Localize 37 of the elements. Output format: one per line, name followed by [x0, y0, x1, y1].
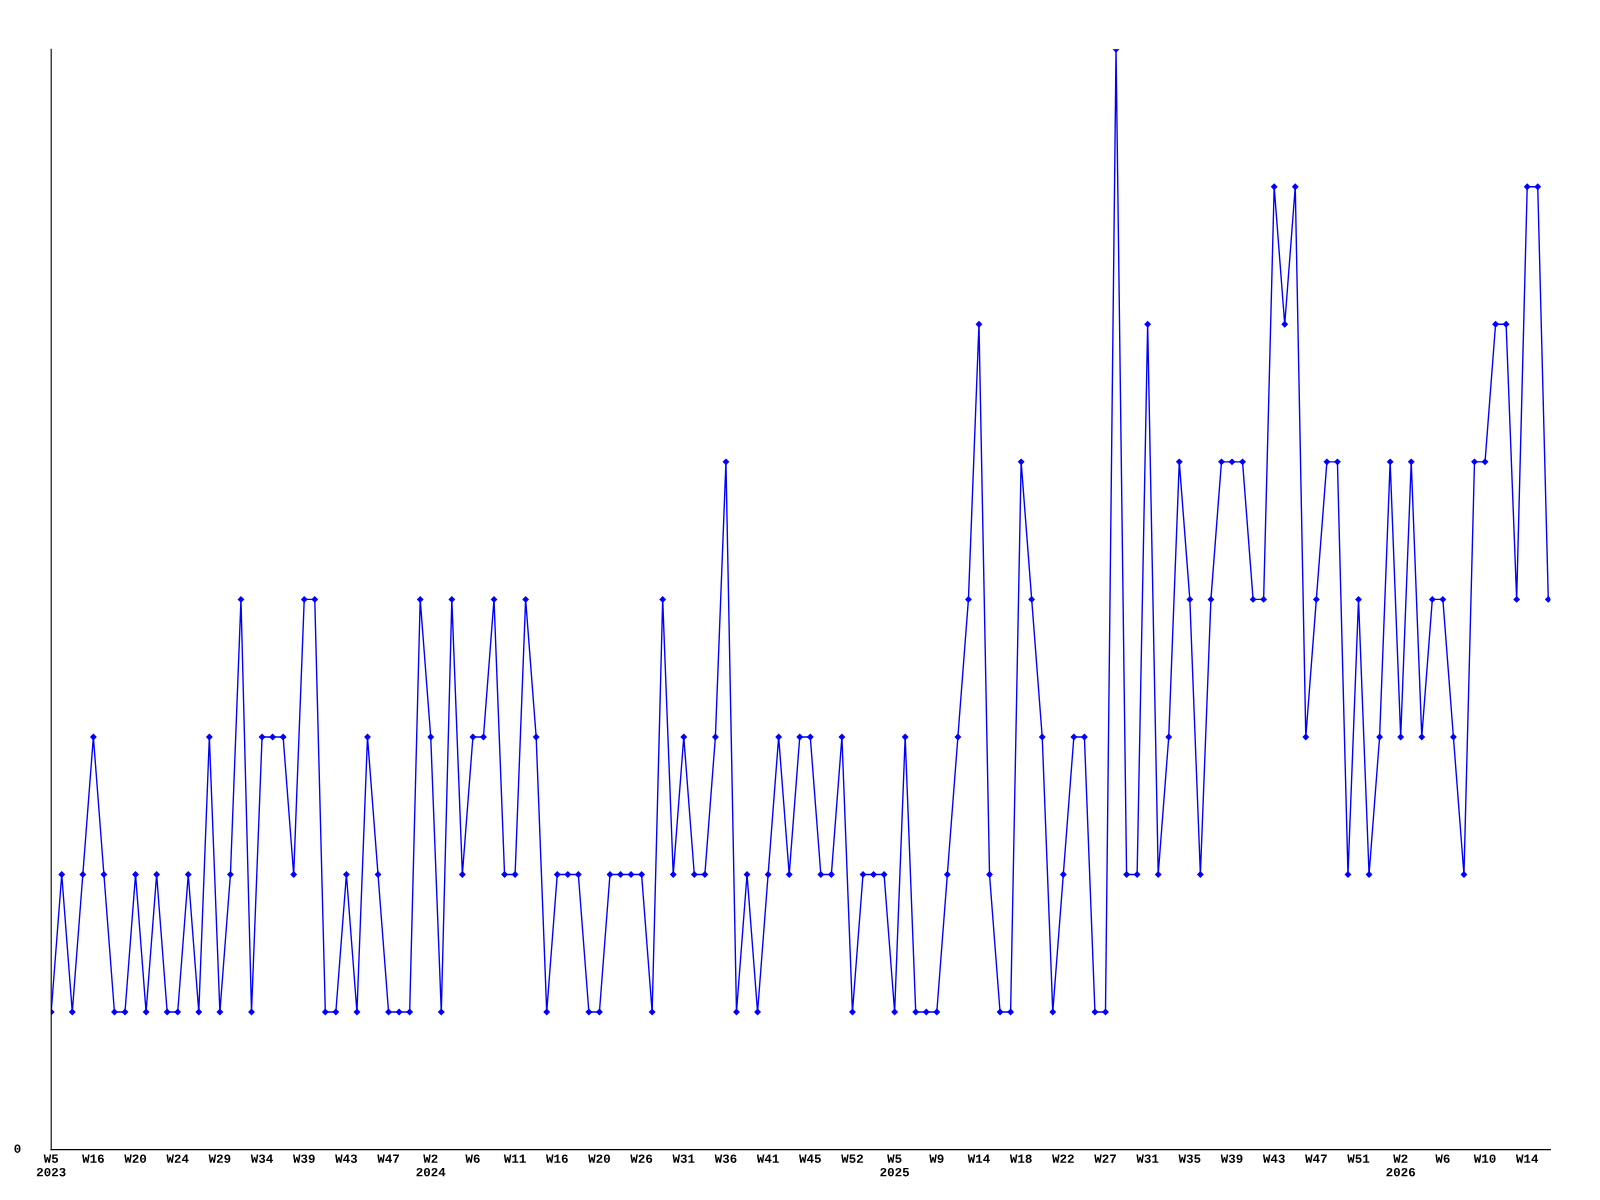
x-tick-label: W43 — [335, 1154, 358, 1163]
x-tick-label: W20 — [588, 1154, 610, 1163]
x-tick-label: W6 — [465, 1154, 480, 1163]
x-tick-label: W51 — [1347, 1154, 1370, 1163]
x-tick-label: W20 — [124, 1154, 147, 1163]
x-tick-label: W26 — [630, 1154, 653, 1163]
x-tick-label: W14 — [967, 1154, 990, 1163]
x-tick-label: W2 2024 — [416, 1154, 446, 1177]
x-tick-label: W31 — [672, 1154, 695, 1163]
x-tick-label: W27 — [1094, 1154, 1116, 1163]
x-tick-label: W18 — [1009, 1154, 1032, 1163]
x-tick-label: W10 — [1473, 1154, 1496, 1163]
x-tick-label: W35 — [1178, 1154, 1201, 1163]
x-tick-label: W2 2026 — [1386, 1154, 1415, 1177]
x-tick-label: W47 — [1305, 1154, 1327, 1163]
x-tick-label: W9 — [929, 1154, 944, 1163]
x-tick-label: W43 — [1262, 1154, 1285, 1163]
x-tick-label: W24 — [166, 1154, 189, 1163]
x-tick-label: W11 — [503, 1154, 526, 1163]
x-tick-label: W22 — [1052, 1154, 1074, 1163]
x-tick-label: W5 2025 — [880, 1154, 909, 1177]
x-tick-label: W39 — [1220, 1154, 1243, 1163]
x-tick-label: W16 — [82, 1154, 104, 1163]
x-tick-label: W41 — [756, 1154, 779, 1163]
x-tick-label: W47 — [377, 1154, 399, 1163]
x-tick-label: W52 — [841, 1154, 863, 1163]
x-tick-label: W39 — [292, 1154, 315, 1163]
x-tick-label: W31 — [1136, 1154, 1159, 1163]
x-tick-label: W5 2023 — [36, 1154, 66, 1177]
x-tick-label: W34 — [250, 1154, 273, 1163]
x-tick-label: W36 — [714, 1154, 737, 1163]
x-tick-label: W14 — [1515, 1154, 1539, 1163]
text: 0 — [14, 1144, 21, 1153]
x-tick-label: W29 — [208, 1154, 231, 1163]
x-tick-label: W45 — [799, 1154, 821, 1163]
x-tick-label: W16 — [546, 1154, 568, 1163]
x-tick-label: W6 — [1435, 1154, 1450, 1163]
